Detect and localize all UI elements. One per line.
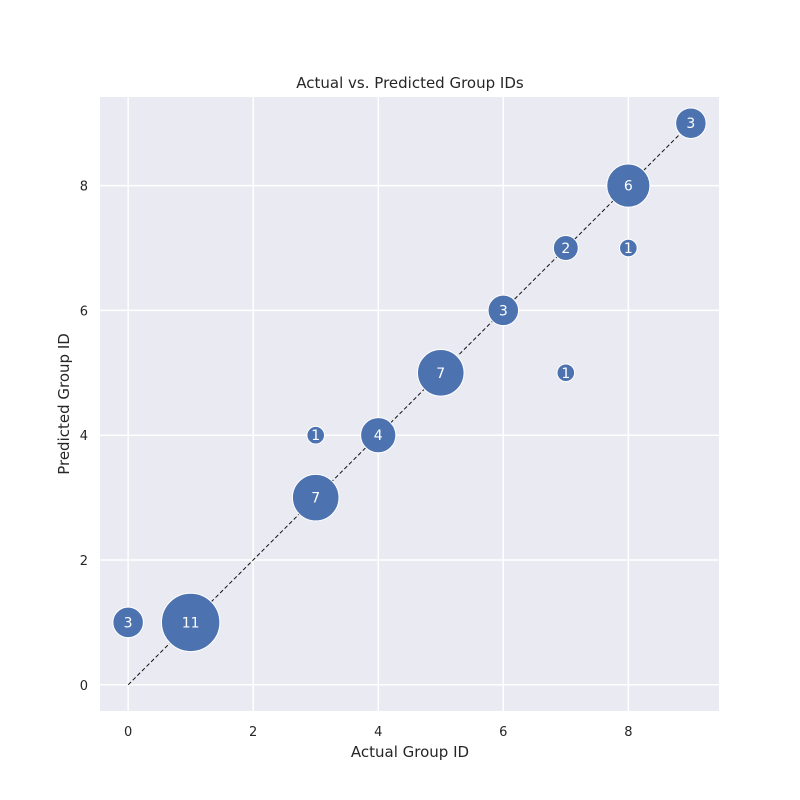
bubble-point: 3 [675,107,707,139]
bubble-point: 7 [416,349,465,397]
bubble-count-label: 3 [124,615,133,631]
bubble-marker [556,363,576,383]
bubble-marker [675,107,707,139]
bubble-marker [487,294,520,327]
bubble-count-label: 1 [311,428,320,444]
bubble-point: 3 [487,294,520,327]
bubble-count-label: 4 [374,428,383,444]
bubble-layer: 3 11 7 1 4 7 3 1 2 1 6 3 [112,107,707,653]
bubble-point: 2 [552,235,579,261]
bubble-count-label: 11 [182,615,200,631]
bubble-marker [360,417,397,454]
bubble-count-label: 1 [624,241,633,257]
bubble-marker [160,592,221,653]
y-tick-label: 4 [80,429,88,444]
bubble-marker [112,606,144,639]
x-tick-label: 2 [249,725,257,740]
bubble-marker [552,235,579,261]
bubble-point: 1 [619,238,638,258]
y-tick-label: 8 [80,180,88,195]
y-tick-label: 2 [80,554,88,569]
x-axis-ticks: 0 2 4 6 8 [124,725,632,740]
x-axis-label: Actual Group ID [351,743,469,761]
bubble-point: 1 [306,425,326,445]
x-tick-label: 6 [499,725,507,740]
x-tick-label: 4 [374,725,382,740]
bubble-count-label: 2 [561,241,570,257]
bubble-count-label: 3 [686,116,695,132]
bubble-point: 6 [606,163,651,208]
bubble-count-label: 1 [561,366,570,382]
y-axis-ticks: 0 2 4 6 8 [80,180,88,694]
bubble-point: 3 [112,606,144,639]
x-tick-label: 0 [124,725,132,740]
bubble-point: 7 [291,473,340,522]
x-tick-label: 8 [624,725,632,740]
chart-title: Actual vs. Predicted Group IDs [296,74,524,92]
bubble-count-label: 3 [499,303,508,319]
bubble-point: 4 [360,417,397,454]
bubble-marker [416,349,465,397]
diagonal-reference-line [127,122,692,686]
y-tick-label: 6 [80,304,88,319]
bubble-point: 1 [556,363,576,383]
bubble-marker [306,425,326,445]
bubble-marker [606,163,651,208]
bubble-marker [291,473,340,522]
bubble-count-label: 6 [624,179,633,195]
bubble-count-label: 7 [311,491,320,507]
bubble-marker [619,238,638,258]
bubble-point: 11 [160,592,221,653]
bubble-count-label: 7 [436,366,445,382]
y-axis-label: Predicted Group ID [55,333,73,475]
y-tick-label: 0 [80,679,88,694]
